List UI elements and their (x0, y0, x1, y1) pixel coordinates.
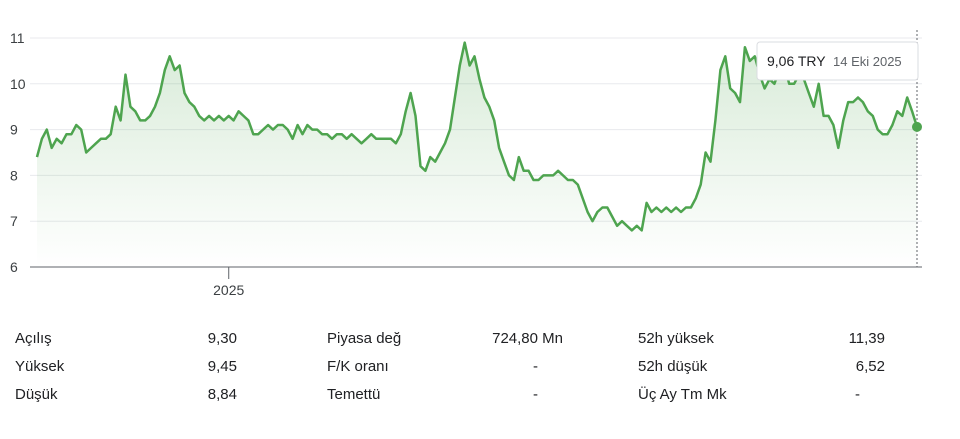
stat-label: 52h yüksek (638, 330, 714, 347)
stat-label: 52h düşük (638, 358, 708, 375)
stat-value: - (855, 386, 860, 403)
stat-label: Üç Ay Tm Mk (638, 385, 727, 403)
tooltip-value: 9,06 TRY (767, 53, 826, 69)
stat-value: 724,80 Mn (492, 330, 563, 347)
tooltip-date: 14 Eki 2025 (833, 54, 902, 69)
y-tick-label: 11 (10, 30, 25, 46)
y-tick-label: 10 (10, 76, 26, 92)
stat-value: - (533, 358, 538, 375)
stat-label: F/K oranı (327, 358, 389, 375)
stat-value: - (533, 386, 538, 403)
stat-value: 6,52 (856, 358, 885, 375)
x-tick-label: 2025 (213, 282, 244, 298)
area (37, 42, 917, 267)
stat-value: 9,45 (208, 358, 237, 375)
stat-label: Temettü (327, 386, 380, 403)
y-tick-label: 7 (10, 213, 18, 229)
hover-point (912, 121, 922, 132)
y-tick-label: 6 (10, 259, 18, 275)
stat-value: 11,39 (849, 330, 885, 347)
stat-value: 9,30 (208, 330, 237, 347)
y-tick-label: 9 (10, 122, 18, 138)
tooltip-box (756, 41, 919, 81)
stat-label: Açılış (15, 330, 52, 347)
stat-value: 8,84 (208, 386, 237, 403)
stat-label: Piyasa değ (327, 330, 401, 347)
stat-label: Yüksek (15, 358, 65, 375)
stat-label: Düşük (15, 386, 58, 403)
y-tick-label: 8 (10, 167, 18, 183)
